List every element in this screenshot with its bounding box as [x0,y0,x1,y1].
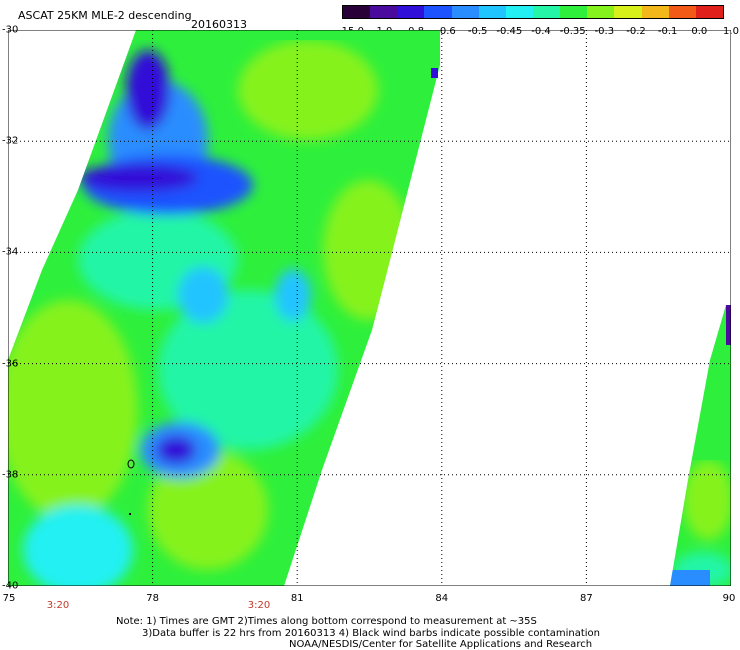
colorbar-segment [370,6,398,18]
field-patch [431,68,438,78]
colorbar-label: -0.3 [594,26,615,37]
colorbar [342,5,724,19]
map-title: ASCAT 25KM MLE-2 descending [18,9,192,22]
wind-map-plot [8,30,731,586]
colorbar-label: 1.0 [723,26,739,37]
colorbar-segment [451,6,480,18]
field-patch [670,570,710,586]
latitude-label: -36 [2,358,19,370]
field-patch [8,300,138,520]
colorbar-segment [560,6,588,18]
colorbar-segment [668,6,697,18]
colorbar-segment [343,6,371,18]
longitude-label: 87 [580,593,593,604]
field-patch [275,269,311,321]
wind-barb-marker [127,459,135,469]
map-date: 20160313 [191,18,247,31]
colorbar-label: -0.35 [559,26,586,37]
field-patch [726,305,731,345]
field-patch [23,505,133,586]
time-label-left: 3:20 [46,600,70,611]
latitude-label: -40 [2,580,19,592]
colorbar-label: -0.45 [496,26,523,37]
field-patch [178,267,228,323]
field-patch [158,290,338,450]
colorbar-segment [505,6,534,18]
colorbar-segment [614,6,643,18]
colorbar-segment [397,6,425,18]
latitude-label: -30 [2,24,19,36]
longitude-label: 78 [146,593,159,604]
field-patch [238,40,378,140]
colorbar-label: -0.1 [657,26,678,37]
note-line-1: Note: 1) Times are GMT 2)Times along bot… [116,616,537,627]
longitude-label: 84 [435,593,449,604]
wind-barb-marker [129,513,131,515]
field-patch [126,50,170,130]
swath-base [670,305,731,586]
swath-field [8,40,413,586]
note-line-3: NOAA/NESDIS/Center for Satellite Applica… [289,639,593,650]
field-patch [683,460,731,540]
longitude-label: 90 [722,593,736,604]
latitude-label: -32 [2,135,19,147]
field-patch [323,180,413,320]
longitude-label: 75 [2,593,16,604]
latitude-label: -34 [2,246,19,258]
time-label-right: 3:20 [247,600,271,611]
field-patch [148,450,268,570]
colorbar-segment [478,6,507,18]
colorbar-label: -0.2 [626,26,646,37]
colorbar-segment [695,6,724,18]
field-patch [78,164,198,192]
colorbar-label: -0.6 [436,26,456,37]
longitude-label: 81 [290,593,304,604]
colorbar-label: -0.4 [531,26,551,37]
note-line-2: 3)Data buffer is 22 hrs from 20160313 4)… [142,628,600,639]
colorbar-segment [533,6,561,18]
colorbar-segment [641,6,670,18]
colorbar-label: -0.5 [467,26,488,37]
left-swath [8,30,440,586]
lat-lon-grid [8,30,731,586]
right-swath [670,305,731,586]
colorbar-label: 0.0 [691,26,708,37]
colorbar-segment [424,6,453,18]
field-patch [156,436,196,464]
latitude-label: -38 [2,469,19,481]
colorbar-segment [587,6,615,18]
